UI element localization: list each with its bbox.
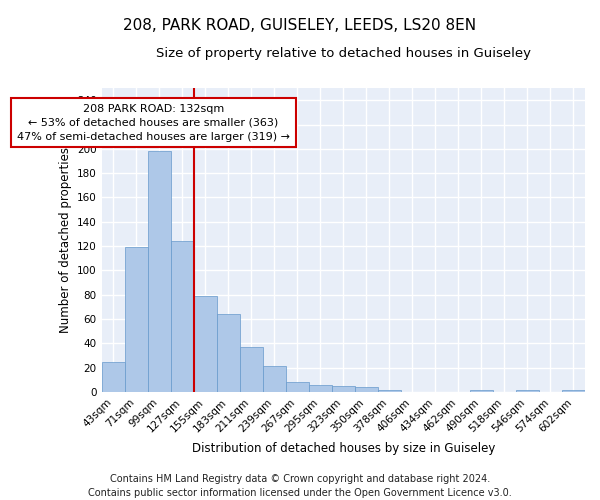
Bar xyxy=(148,152,171,392)
Text: 208, PARK ROAD, GUISELEY, LEEDS, LS20 8EN: 208, PARK ROAD, GUISELEY, LEEDS, LS20 8E… xyxy=(124,18,476,32)
Bar xyxy=(171,241,194,392)
Bar xyxy=(240,347,263,392)
Text: Contains HM Land Registry data © Crown copyright and database right 2024.
Contai: Contains HM Land Registry data © Crown c… xyxy=(88,474,512,498)
X-axis label: Distribution of detached houses by size in Guiseley: Distribution of detached houses by size … xyxy=(191,442,495,455)
Bar xyxy=(309,384,332,392)
Bar xyxy=(125,248,148,392)
Bar xyxy=(470,390,493,392)
Text: 208 PARK ROAD: 132sqm
← 53% of detached houses are smaller (363)
47% of semi-det: 208 PARK ROAD: 132sqm ← 53% of detached … xyxy=(17,104,290,142)
Bar xyxy=(263,366,286,392)
Bar xyxy=(378,390,401,392)
Bar xyxy=(217,314,240,392)
Bar xyxy=(516,390,539,392)
Bar xyxy=(562,390,585,392)
Bar xyxy=(332,386,355,392)
Bar xyxy=(194,296,217,392)
Title: Size of property relative to detached houses in Guiseley: Size of property relative to detached ho… xyxy=(156,48,531,60)
Bar xyxy=(286,382,309,392)
Bar xyxy=(355,387,378,392)
Bar xyxy=(101,362,125,392)
Y-axis label: Number of detached properties: Number of detached properties xyxy=(59,147,71,333)
